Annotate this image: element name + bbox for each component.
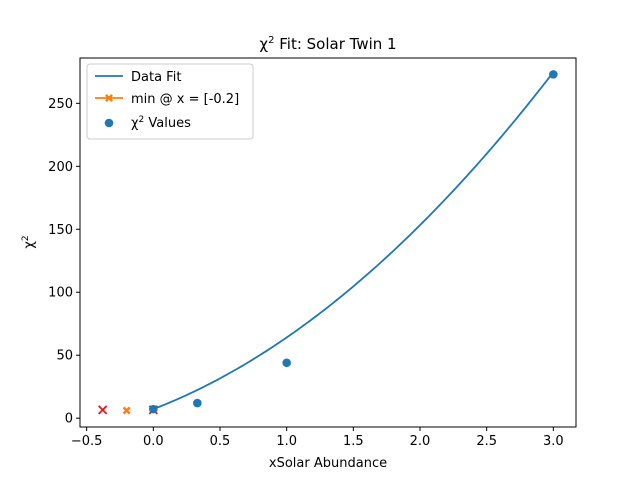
legend: Data Fit min @ x = [-0.2] χ2 Values <box>86 63 254 140</box>
x-tick-label: −0.5 <box>71 434 103 449</box>
red-x-marker <box>98 405 108 415</box>
legend-box <box>86 63 254 140</box>
x-tick-label: 3.0 <box>543 434 564 449</box>
y-tick-label: 50 <box>56 349 73 364</box>
x-axis-label: xSolar Abundance <box>269 456 387 471</box>
y-tick-label: 100 <box>48 286 73 301</box>
legend-chi2-label: χ2 Values <box>131 115 191 131</box>
x-tick-label: 1.5 <box>343 434 364 449</box>
x-tick-label: 0.5 <box>210 434 231 449</box>
y-tick-label: 0 <box>65 412 73 427</box>
plot-area <box>98 70 558 415</box>
legend-fit-label: Data Fit <box>131 70 181 85</box>
chart-title: χ2 Fit: Solar Twin 1 <box>259 35 396 53</box>
chi2-point <box>549 70 558 79</box>
legend-chi2-marker <box>104 118 114 128</box>
x-tick-label: 2.0 <box>410 434 431 449</box>
min-marker <box>122 406 131 415</box>
legend-min-marker <box>105 94 113 102</box>
x-tick-label: 2.5 <box>476 434 497 449</box>
chi2-point <box>282 358 291 368</box>
y-tick-label: 250 <box>48 97 73 112</box>
legend-min-label: min @ x = [-0.2] <box>131 92 239 107</box>
y-tick-label: 200 <box>48 160 73 175</box>
axes-frame <box>79 57 577 428</box>
x-axis-ticks: −0.5 0.0 0.5 1.0 1.5 2.0 2.5 3.0 <box>71 427 564 449</box>
y-tick-label: 150 <box>48 223 73 238</box>
fit-curve <box>153 71 555 410</box>
chi2-point <box>193 398 202 408</box>
chi2-point <box>149 404 158 414</box>
y-axis-ticks: 0 50 100 150 200 250 <box>48 97 80 427</box>
x-tick-label: 0.0 <box>143 434 164 449</box>
y-axis-label: χ2 <box>21 235 37 248</box>
x-tick-label: 1.0 <box>276 434 297 449</box>
